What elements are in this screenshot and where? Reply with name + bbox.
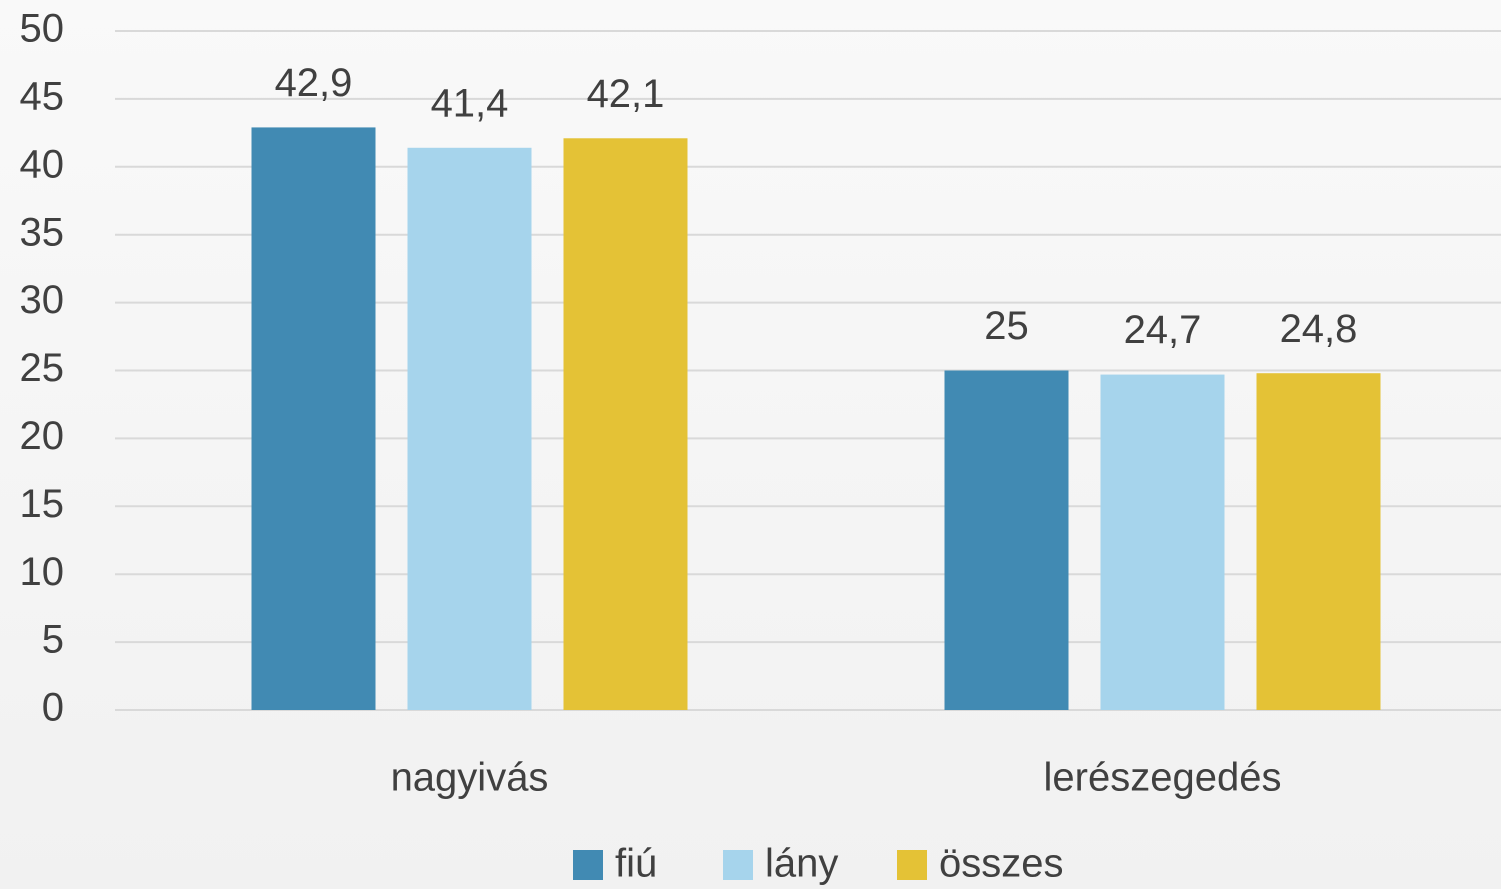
y-tick-label: 15 bbox=[20, 482, 65, 526]
value-label: 25 bbox=[984, 304, 1029, 348]
value-label: 42,1 bbox=[587, 72, 665, 116]
legend-swatch bbox=[723, 850, 753, 880]
y-tick-label: 20 bbox=[20, 414, 65, 458]
y-tick-label: 45 bbox=[20, 74, 65, 118]
y-tick-label: 0 bbox=[42, 686, 64, 730]
value-label: 42,9 bbox=[275, 61, 353, 105]
bar bbox=[944, 370, 1069, 710]
bar bbox=[251, 127, 376, 711]
y-tick-label: 30 bbox=[20, 278, 65, 322]
x-tick-label: lerészegedés bbox=[1044, 756, 1282, 800]
y-tick-label: 50 bbox=[20, 7, 65, 51]
y-tick-label: 10 bbox=[20, 550, 65, 594]
value-label: 41,4 bbox=[431, 81, 509, 125]
y-tick-label: 5 bbox=[42, 618, 64, 662]
value-label: 24,7 bbox=[1124, 308, 1202, 352]
value-label: 24,8 bbox=[1280, 307, 1358, 351]
y-tick-label: 25 bbox=[20, 346, 65, 390]
legend-swatch bbox=[573, 850, 603, 880]
x-tick-label: nagyivás bbox=[391, 756, 549, 800]
y-tick-label: 35 bbox=[20, 210, 65, 254]
legend-label: lány bbox=[765, 842, 838, 886]
bar bbox=[407, 147, 532, 711]
bar bbox=[1256, 373, 1381, 710]
bar bbox=[563, 138, 688, 711]
bar bbox=[1100, 374, 1225, 710]
y-tick-label: 40 bbox=[20, 142, 65, 186]
legend-swatch bbox=[897, 850, 927, 880]
legend-label: összes bbox=[939, 842, 1064, 886]
legend-label: fiú bbox=[615, 842, 657, 886]
